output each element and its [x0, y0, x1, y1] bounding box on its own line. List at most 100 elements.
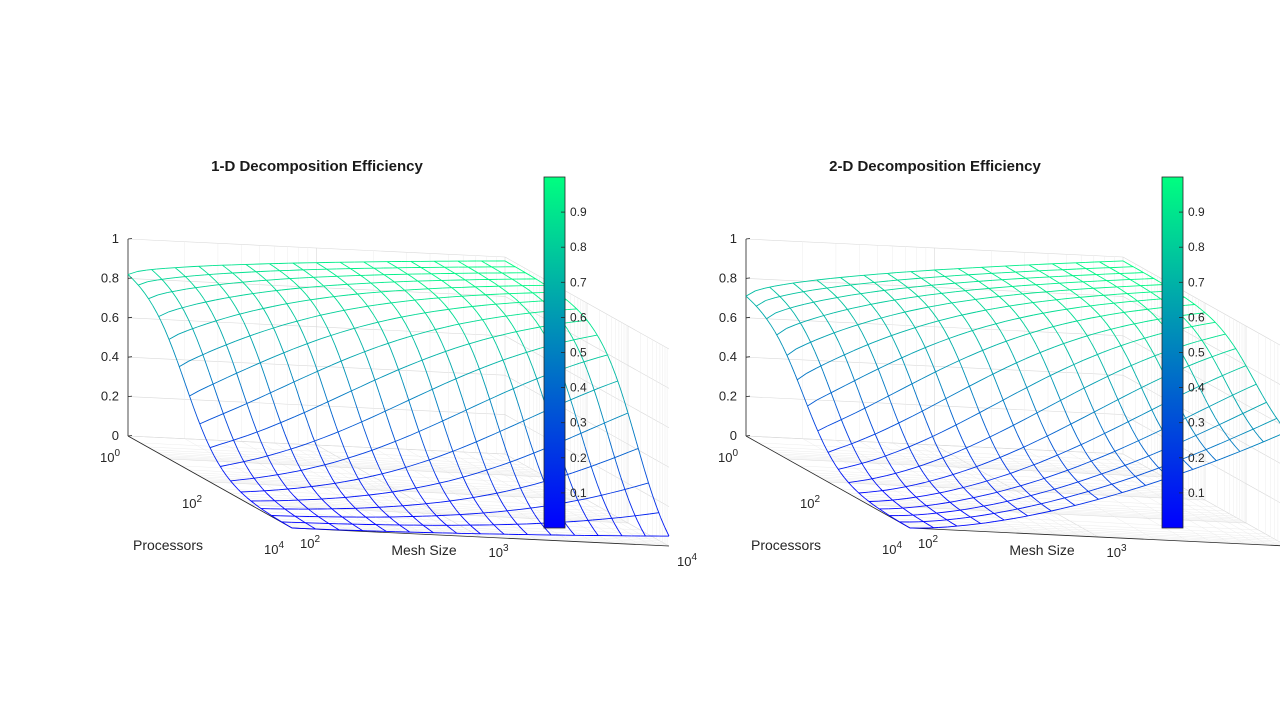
mesh-segment [276, 450, 287, 454]
x-axis-line [291, 527, 670, 547]
mesh-segment [481, 304, 492, 306]
mesh-segment [1073, 292, 1079, 297]
mesh-segment [337, 283, 348, 286]
mesh-segment [1122, 391, 1133, 398]
mesh-segment [498, 496, 504, 505]
mesh-segment [600, 458, 611, 464]
mesh-segment [322, 364, 332, 370]
mesh-segment [1009, 268, 1014, 272]
mesh-segment [1195, 312, 1206, 315]
mesh-segment [1097, 290, 1102, 295]
mesh-segment [227, 407, 238, 413]
mesh-segment [361, 417, 372, 423]
mesh-segment [307, 424, 313, 436]
mesh-segment [961, 270, 967, 274]
mesh-segment [1246, 419, 1252, 427]
mesh-segment [459, 513, 470, 516]
mesh-segment [207, 305, 213, 313]
mesh-segment [216, 396, 222, 409]
mesh-segment [897, 520, 903, 524]
mesh-segment [449, 361, 455, 374]
mesh-segment [418, 391, 428, 397]
mesh-segment [301, 317, 312, 321]
mesh-segment [888, 496, 893, 501]
mesh-segment [226, 340, 236, 346]
mesh-segment [1104, 433, 1110, 442]
mesh-segment [279, 520, 285, 524]
mesh-segment [812, 288, 823, 291]
mesh-segment [1075, 368, 1081, 379]
mesh-segment [945, 510, 956, 513]
mesh-segment [266, 315, 272, 324]
mesh-segment [1141, 303, 1146, 308]
mesh-segment [833, 310, 843, 314]
mesh-segment [1192, 465, 1203, 470]
mesh-segment [246, 398, 257, 404]
mesh-segment [1030, 492, 1041, 497]
mesh-segment [444, 324, 455, 328]
mesh-segment [1152, 460, 1158, 467]
mesh-segment [268, 474, 278, 477]
mesh-segment [1059, 336, 1064, 344]
mesh-segment [639, 513, 650, 516]
mesh-segment [324, 464, 330, 474]
mesh-segment [948, 338, 954, 347]
mesh-segment [205, 299, 216, 303]
mesh-segment [757, 308, 763, 314]
chart-title: 1-D Decomposition Efficiency [211, 158, 423, 175]
mesh-segment [901, 353, 912, 359]
mesh-segment [911, 492, 917, 498]
mesh-segment [537, 464, 543, 477]
mesh-segment [1094, 406, 1105, 413]
mesh-segment [1138, 320, 1149, 324]
mesh-segment [1217, 367, 1223, 376]
mesh-segment [577, 319, 588, 322]
mesh-segment [825, 318, 831, 326]
mesh-segment [815, 335, 825, 341]
mesh-segment [981, 460, 991, 466]
mesh-segment [913, 440, 924, 446]
mesh-segment [333, 429, 343, 435]
y-gridline-floor [152, 449, 530, 469]
mesh-segment [609, 455, 620, 460]
mesh-segment [355, 403, 361, 416]
mesh-segment [1054, 488, 1059, 494]
mesh-segment [847, 434, 853, 444]
mesh-segment [1093, 287, 1098, 292]
mesh-segment [937, 303, 948, 306]
mesh-segment [906, 496, 917, 499]
mesh-segment [982, 492, 993, 497]
mesh-segment [1103, 367, 1109, 377]
mesh-segment [386, 301, 397, 304]
z-gridline-side [1122, 256, 1280, 346]
mesh-segment [579, 359, 589, 364]
mesh-segment [452, 295, 463, 298]
mesh-segment [947, 301, 957, 305]
mesh-segment [405, 528, 411, 533]
mesh-segment [1078, 490, 1089, 495]
mesh-segment [389, 347, 395, 359]
mesh-segment [899, 478, 905, 485]
mesh-segment [879, 286, 885, 291]
y-tick-label: 100 [100, 448, 120, 465]
mesh-segment [967, 491, 972, 497]
z-tick-label: 0.4 [719, 349, 737, 364]
mesh-segment [852, 305, 862, 309]
mesh-segment [362, 449, 373, 455]
mesh-segment [1035, 350, 1045, 356]
mesh-segment [944, 275, 955, 277]
mesh-segment [1035, 344, 1041, 353]
mesh-segment [925, 522, 930, 526]
mesh-segment [167, 286, 173, 292]
mesh-segment [1006, 362, 1017, 368]
z-tick-label: 0.6 [101, 310, 119, 325]
y-tick-exponent: 4 [896, 540, 902, 551]
mesh-segment [910, 271, 916, 275]
mesh-segment [876, 507, 882, 511]
mesh-segment [966, 311, 977, 315]
mesh-segment [927, 293, 938, 296]
mesh-segment [898, 287, 908, 290]
mesh-segment [299, 400, 305, 413]
mesh-segment [907, 488, 913, 494]
mesh-segment [939, 338, 950, 343]
